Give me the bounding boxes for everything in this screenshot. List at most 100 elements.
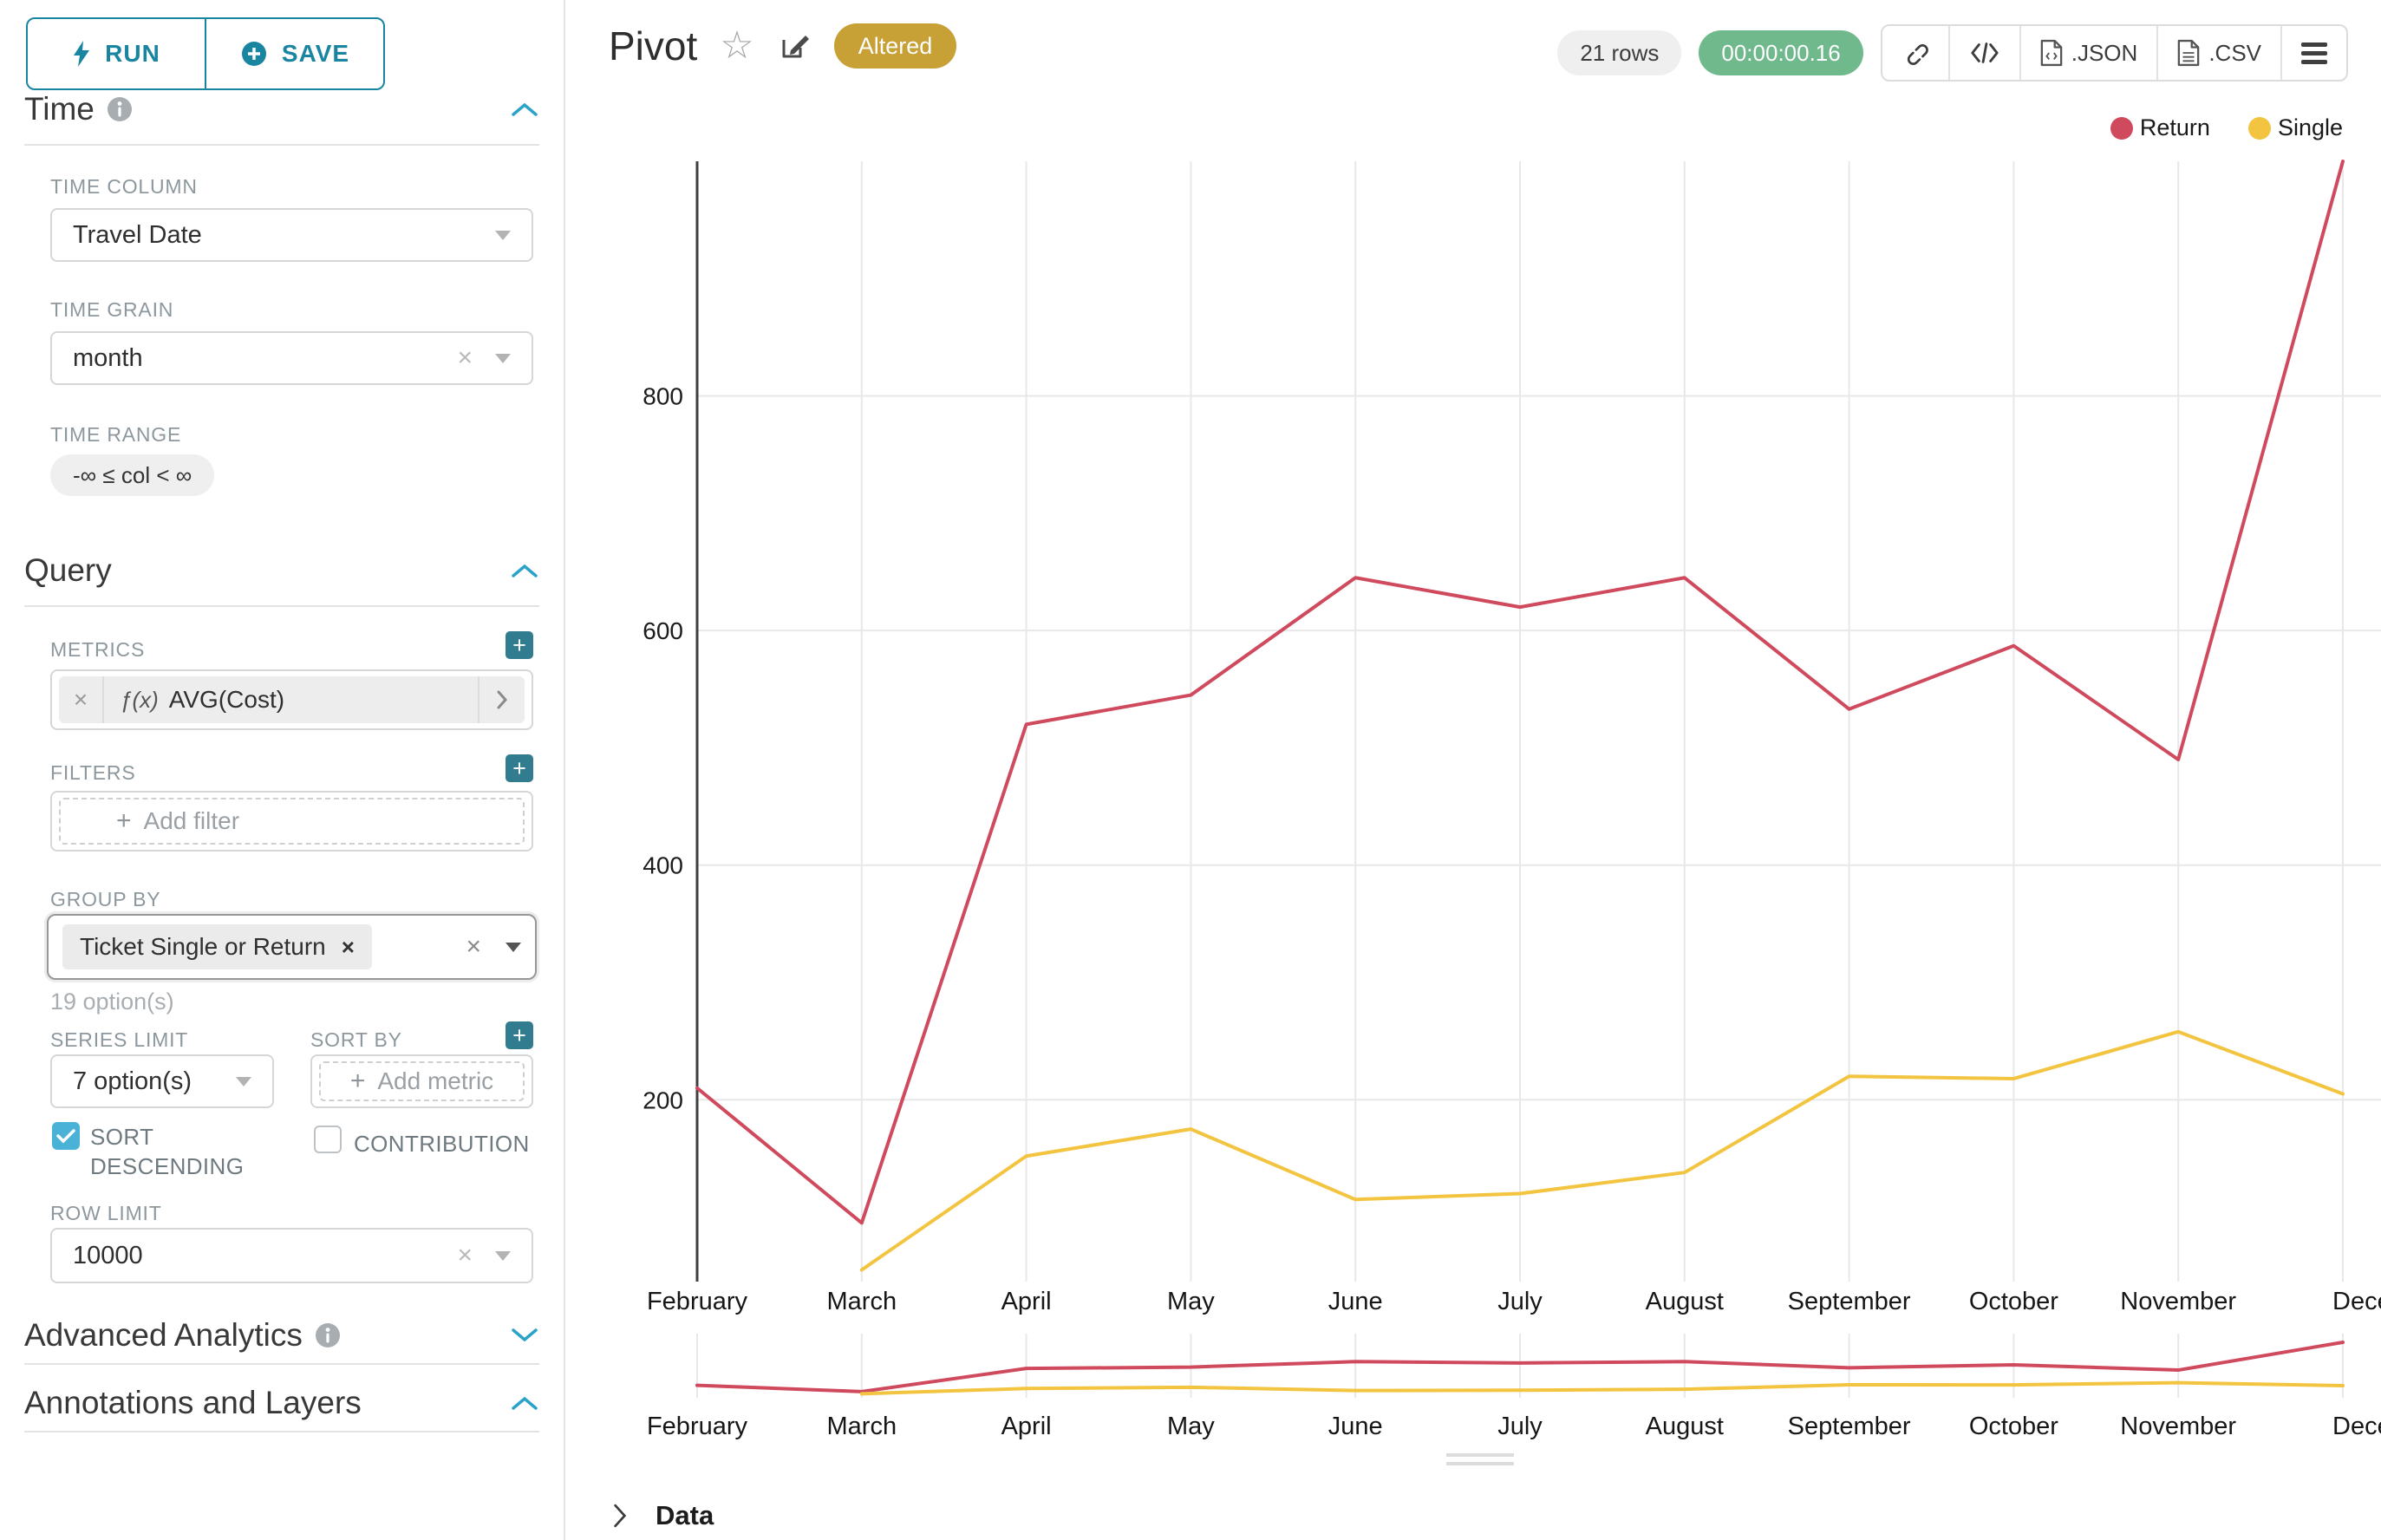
series-limit-select[interactable]: 7 option(s) [50, 1054, 274, 1108]
chart-menu-button[interactable] [2282, 26, 2346, 80]
time-column-select[interactable]: Travel Date [50, 208, 533, 262]
legend-dot [2247, 116, 2271, 140]
svg-text:February: February [647, 1288, 748, 1315]
favorite-star-icon[interactable] [720, 27, 753, 65]
svg-text:November: November [2120, 1288, 2236, 1315]
run-button[interactable]: RUN [28, 19, 205, 88]
export-json-button[interactable]: .JSON [2021, 26, 2159, 80]
svg-text:March: March [827, 1288, 897, 1315]
chart-panel: Pivot Altered 21 rows 00:00:00.16 .JSON [565, 0, 2381, 1540]
lightning-icon [74, 41, 90, 67]
add-metric-plus-button[interactable] [506, 631, 533, 659]
chart-title: Pivot [609, 23, 698, 69]
series-limit-value: 7 option(s) [73, 1067, 192, 1095]
overview-brush-chart[interactable]: February March April May June July August Septe… [565, 1321, 2381, 1483]
time-section-header[interactable]: Time [24, 88, 539, 130]
svg-text:September: September [1788, 1288, 1911, 1315]
svg-text:February: February [647, 1413, 748, 1440]
time-grain-label: TIME GRAIN [50, 298, 174, 321]
legend-item-single[interactable]: Single [2247, 114, 2343, 141]
svg-text:400: 400 [643, 852, 683, 879]
row-limit-select[interactable]: 10000 [50, 1228, 533, 1283]
info-icon [107, 97, 132, 121]
data-panel-label: Data [656, 1500, 714, 1530]
time-grain-select[interactable]: month [50, 331, 533, 385]
svg-text:October: October [1969, 1288, 2058, 1315]
divider [24, 144, 539, 146]
check-icon [56, 1129, 75, 1144]
series-limit-label: SERIES LIMIT [50, 1028, 189, 1051]
link-icon [1907, 44, 1928, 65]
contribution-checkbox[interactable] [314, 1126, 342, 1153]
filters-control: Add filter [50, 791, 533, 852]
sort-by-label: SORT BY [310, 1028, 402, 1051]
run-button-label: RUN [105, 40, 160, 67]
svg-text:600: 600 [643, 617, 683, 644]
remove-metric-icon[interactable] [59, 676, 104, 723]
caret-down-icon [506, 942, 521, 952]
chevron-up-icon[interactable] [510, 562, 539, 579]
add-metric-label: Add metric [377, 1067, 494, 1094]
svg-text:June: June [1328, 1288, 1383, 1315]
group-by-options-hint: 19 option(s) [50, 989, 174, 1015]
legend-item-return[interactable]: Return [2110, 114, 2210, 141]
share-link-button[interactable] [1882, 26, 1950, 80]
caret-down-icon [495, 230, 511, 240]
clear-icon[interactable] [457, 1243, 473, 1269]
export-csv-button[interactable]: .CSV [2158, 26, 2282, 80]
legend-label: Single [2277, 114, 2343, 140]
explore-control-panel: RUN SAVE Time TIME COLUMN Travel Date TI… [0, 0, 565, 1540]
header-actions: 21 rows 00:00:00.16 .JSON .CSV [1557, 24, 2348, 82]
time-column-label: TIME COLUMN [50, 175, 198, 198]
caret-down-icon [495, 353, 511, 363]
svg-text:March: March [827, 1413, 897, 1440]
row-limit-label: ROW LIMIT [50, 1202, 162, 1224]
altered-badge[interactable]: Altered [833, 23, 957, 69]
time-column-value: Travel Date [73, 220, 202, 249]
clear-icon[interactable] [466, 934, 481, 960]
function-icon: ƒ(x) [120, 686, 159, 713]
panel-resize-handle[interactable] [1446, 1453, 1514, 1471]
svg-text:September: September [1788, 1413, 1911, 1440]
advanced-analytics-header[interactable]: Advanced Analytics [24, 1315, 539, 1356]
annotations-header[interactable]: Annotations and Layers [24, 1382, 539, 1424]
add-filter-button[interactable]: Add filter [59, 798, 525, 845]
line-chart[interactable]: 200 400 600 800 February March April May June Jul… [565, 109, 2381, 1328]
svg-text:June: June [1328, 1413, 1383, 1440]
edit-icon[interactable] [777, 29, 812, 63]
group-by-tag: Ticket Single or Return [62, 924, 372, 969]
time-range-label: TIME RANGE [50, 423, 182, 446]
clear-icon[interactable] [457, 345, 473, 371]
add-sort-metric-button[interactable]: Add metric [319, 1061, 525, 1101]
svg-text:August: August [1646, 1288, 1724, 1315]
svg-text:November: November [2120, 1413, 2236, 1440]
group-by-select[interactable]: Ticket Single or Return [47, 914, 537, 980]
remove-tag-icon[interactable] [342, 934, 355, 961]
svg-text:July: July [1497, 1288, 1543, 1315]
query-section-header[interactable]: Query [24, 550, 539, 591]
chevron-up-icon[interactable] [510, 101, 539, 118]
group-by-tag-label: Ticket Single or Return [80, 933, 326, 960]
svg-text:October: October [1969, 1413, 2058, 1440]
chevron-down-icon[interactable] [510, 1327, 539, 1344]
chevron-up-icon[interactable] [510, 1394, 539, 1412]
group-by-label: GROUP BY [50, 888, 161, 910]
query-duration-label: 00:00:00.16 [1721, 39, 1841, 66]
metric-expand-button[interactable] [478, 676, 525, 723]
data-panel-toggle[interactable]: Data [612, 1500, 714, 1531]
add-sort-metric-plus-button[interactable] [506, 1021, 533, 1049]
metrics-label: METRICS [50, 638, 146, 661]
query-duration-badge: 00:00:00.16 [1699, 30, 1863, 75]
export-csv-label: .CSV [2208, 39, 2261, 66]
plus-icon [350, 1067, 366, 1096]
time-range-pill[interactable]: -∞ ≤ col < ∞ [50, 454, 215, 496]
save-button[interactable]: SAVE [205, 19, 383, 88]
chevron-right-icon [614, 1504, 627, 1528]
metric-pill[interactable]: ƒ(x) AVG(Cost) [59, 676, 525, 723]
divider [24, 1363, 539, 1365]
sort-descending-checkbox[interactable] [52, 1122, 80, 1150]
svg-text:May: May [1167, 1413, 1215, 1440]
add-filter-plus-button[interactable] [506, 754, 533, 782]
view-query-button[interactable] [1950, 26, 2021, 80]
export-json-label: .JSON [2071, 39, 2138, 66]
